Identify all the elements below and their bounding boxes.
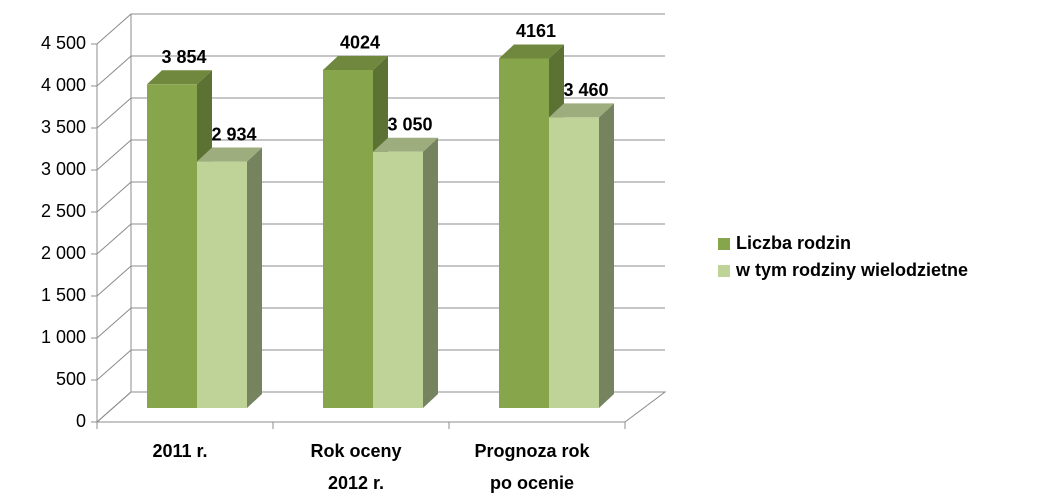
legend-label: Liczba rodzin xyxy=(736,233,851,253)
y-tick-label: 4 500 xyxy=(41,33,86,53)
bar-top xyxy=(373,137,438,152)
y-tick-label: 1 500 xyxy=(41,285,86,305)
bar-top xyxy=(549,103,614,118)
grid-line xyxy=(96,55,665,87)
x-tick-label: 2011 r. xyxy=(152,441,207,461)
value-label: 3 854 xyxy=(161,47,206,67)
grid-line xyxy=(96,223,665,255)
y-tick-label: 4 000 xyxy=(41,75,86,95)
bar xyxy=(147,84,197,408)
bar-top xyxy=(147,70,212,85)
y-tick-label: 3 500 xyxy=(41,117,86,137)
y-tick-label: 500 xyxy=(56,369,86,389)
grid-line xyxy=(96,181,665,213)
legend-swatch xyxy=(718,238,730,250)
bar-side xyxy=(599,103,614,409)
bar xyxy=(323,69,373,408)
y-tick-label: 1 000 xyxy=(41,327,86,347)
bar-top xyxy=(197,147,262,162)
value-label: 4161 xyxy=(516,21,556,41)
x-tick-label: Prognoza rok po ocenie xyxy=(474,441,590,493)
grid-line xyxy=(96,139,665,171)
grid-line xyxy=(96,307,665,339)
grid-line xyxy=(96,97,665,129)
legend-swatch xyxy=(718,265,730,277)
legend-label: w tym rodziny wielodzietne xyxy=(735,260,968,280)
y-tick-label: 2 500 xyxy=(41,201,86,221)
value-label: 3 050 xyxy=(387,115,432,135)
bar xyxy=(373,151,423,409)
y-tick-label: 3 000 xyxy=(41,159,86,179)
bar-side xyxy=(423,137,438,409)
value-label: 4024 xyxy=(340,33,380,53)
bar-top xyxy=(499,44,564,59)
bar xyxy=(197,161,247,408)
x-tick-label: Rok oceny 2012 r. xyxy=(310,441,401,493)
grid-line xyxy=(96,349,665,381)
grid-line xyxy=(96,265,665,297)
y-tick-label: 2 000 xyxy=(41,243,86,263)
bar xyxy=(499,58,549,408)
value-label: 3 460 xyxy=(563,80,608,100)
y-tick-label: 0 xyxy=(76,411,86,431)
grid-line xyxy=(96,13,665,45)
bar-side xyxy=(247,147,262,408)
bar xyxy=(549,117,599,409)
value-label: 2 934 xyxy=(211,124,256,144)
grid-line xyxy=(96,391,665,423)
bar-top xyxy=(323,55,388,70)
